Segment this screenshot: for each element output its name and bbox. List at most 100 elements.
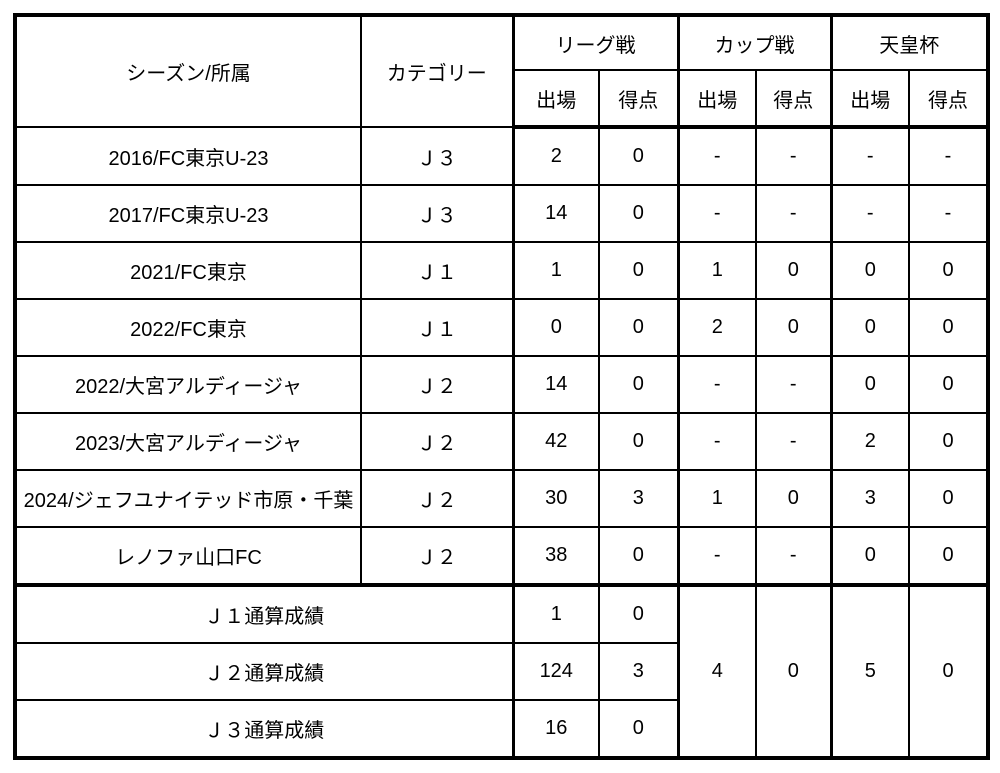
stat-cell: 0 [908, 355, 989, 414]
totals-label: Ｊ２通算成績 [14, 642, 514, 701]
stat-cell: 1 [511, 241, 600, 300]
stat-cell: 0 [908, 298, 989, 357]
stat-cell: 0 [908, 526, 989, 586]
table-row: 2024/ジェフユナイテッド市原・千葉 Ｊ２ 30 3 1 0 3 0 [14, 469, 989, 528]
header-cup: カップ戦 [676, 14, 832, 71]
category-cell: Ｊ１ [360, 241, 514, 300]
table-row: 2016/FC東京U-23 Ｊ３ 2 0 - - - - [14, 126, 989, 186]
totals-label: Ｊ１通算成績 [14, 583, 514, 644]
season-cell: 2022/FC東京 [14, 298, 362, 357]
season-cell: 2022/大宮アルディージャ [14, 355, 362, 414]
stat-cell: 2 [511, 126, 600, 186]
table-row: 2017/FC東京U-23 Ｊ３ 14 0 - - - - [14, 184, 989, 243]
stat-cell: - [755, 526, 832, 586]
header-league-apps: 出場 [511, 69, 600, 129]
stat-cell: 0 [908, 241, 989, 300]
stat-cell: 0 [755, 298, 832, 357]
totals-row-j3: Ｊ３通算成績 16 0 [14, 699, 988, 759]
totals-league-goals: 0 [598, 699, 679, 759]
stat-cell: 1 [676, 469, 757, 528]
season-cell: 2024/ジェフユナイテッド市原・千葉 [14, 469, 362, 528]
header-league: リーグ戦 [511, 14, 679, 71]
stat-cell: 0 [829, 355, 910, 414]
category-cell: Ｊ３ [360, 126, 514, 186]
stat-cell: 0 [598, 184, 679, 243]
header-league-goals: 得点 [598, 69, 679, 129]
stat-cell: 0 [908, 469, 989, 528]
career-stats-table: シーズン/所属 カテゴリー リーグ戦 カップ戦 天皇杯 出場 得点 出場 得点 … [13, 13, 990, 760]
header-sub-row: 出場 得点 出場 得点 出場 得点 [15, 69, 989, 129]
stat-cell: 0 [598, 412, 679, 471]
totals-league-apps: 1 [511, 583, 600, 644]
header-category: カテゴリー [360, 14, 514, 128]
stat-cell: 38 [511, 526, 600, 586]
table-row: レノファ山口FC Ｊ２ 38 0 - - 0 0 [14, 526, 989, 586]
totals-cup-apps: 4 [676, 583, 757, 759]
table-header: シーズン/所属 カテゴリー リーグ戦 カップ戦 天皇杯 出場 得点 出場 得点 … [14, 14, 989, 129]
stat-cell: 0 [829, 526, 910, 586]
table-row: 2021/FC東京 Ｊ１ 1 0 1 0 0 0 [14, 241, 989, 300]
stat-cell: 0 [829, 298, 910, 357]
stat-cell: - [755, 355, 832, 414]
stat-cell: 0 [598, 298, 679, 357]
stat-cell: - [676, 126, 757, 186]
stat-cell: 14 [511, 355, 600, 414]
stat-cell: 0 [598, 526, 679, 586]
totals-league-goals: 3 [598, 642, 679, 701]
stat-cell: 2 [829, 412, 910, 471]
category-cell: Ｊ２ [360, 526, 514, 586]
stat-cell: 0 [755, 241, 832, 300]
header-emperor-apps: 出場 [829, 69, 910, 129]
table-row: 2023/大宮アルディージャ Ｊ２ 42 0 - - 2 0 [14, 412, 989, 471]
category-cell: Ｊ２ [360, 355, 514, 414]
stat-cell: 0 [829, 241, 910, 300]
stat-cell: - [676, 355, 757, 414]
stat-cell: 0 [755, 469, 832, 528]
stat-cell: 3 [829, 469, 910, 528]
stat-cell: - [755, 126, 832, 186]
totals-cup-goals: 0 [755, 583, 832, 759]
totals-label: Ｊ３通算成績 [14, 699, 514, 759]
season-cell: 2016/FC東京U-23 [14, 126, 362, 186]
category-cell: Ｊ３ [360, 184, 514, 243]
totals-emperor-apps: 5 [829, 583, 910, 759]
table-totals: Ｊ１通算成績 1 0 4 0 5 0 Ｊ２通算成績 124 3 Ｊ３通算成績 1… [14, 583, 989, 759]
totals-league-apps: 124 [511, 642, 600, 701]
stat-cell: 0 [598, 126, 679, 186]
stat-cell: 1 [676, 241, 757, 300]
header-cup-goals: 得点 [755, 69, 832, 129]
season-cell: 2023/大宮アルディージャ [14, 412, 362, 471]
header-season: シーズン/所属 [14, 14, 362, 128]
stat-cell: 0 [908, 412, 989, 471]
stat-cell: - [676, 412, 757, 471]
stat-cell: - [755, 412, 832, 471]
totals-emperor-goals: 0 [908, 583, 989, 759]
table-row: 2022/FC東京 Ｊ１ 0 0 2 0 0 0 [14, 298, 989, 357]
stat-cell: - [755, 184, 832, 243]
stat-cell: 14 [511, 184, 600, 243]
header-emperor-goals: 得点 [908, 69, 989, 129]
category-cell: Ｊ２ [360, 412, 514, 471]
stat-cell: - [676, 184, 757, 243]
totals-league-apps: 16 [511, 699, 600, 759]
header-emperor: 天皇杯 [829, 14, 989, 71]
totals-row-j2: Ｊ２通算成績 124 3 [14, 642, 988, 701]
category-cell: Ｊ２ [360, 469, 514, 528]
category-cell: Ｊ１ [360, 298, 514, 357]
stat-cell: 3 [598, 469, 679, 528]
header-group-row: シーズン/所属 カテゴリー リーグ戦 カップ戦 天皇杯 [14, 14, 989, 128]
totals-league-goals: 0 [598, 583, 679, 644]
season-cell: 2017/FC東京U-23 [14, 184, 362, 243]
stat-cell: - [676, 526, 757, 586]
stat-cell: - [908, 184, 989, 243]
totals-row-j1: Ｊ１通算成績 1 0 4 0 5 0 [14, 583, 989, 759]
season-cell: レノファ山口FC [14, 526, 362, 586]
table-body: 2016/FC東京U-23 Ｊ３ 2 0 - - - - 2017/FC東京U-… [14, 126, 989, 586]
stat-cell: 0 [511, 298, 600, 357]
stat-cell: 42 [511, 412, 600, 471]
stat-cell: 0 [598, 355, 679, 414]
stat-cell: - [908, 126, 989, 186]
header-cup-apps: 出場 [676, 69, 757, 129]
season-cell: 2021/FC東京 [14, 241, 362, 300]
